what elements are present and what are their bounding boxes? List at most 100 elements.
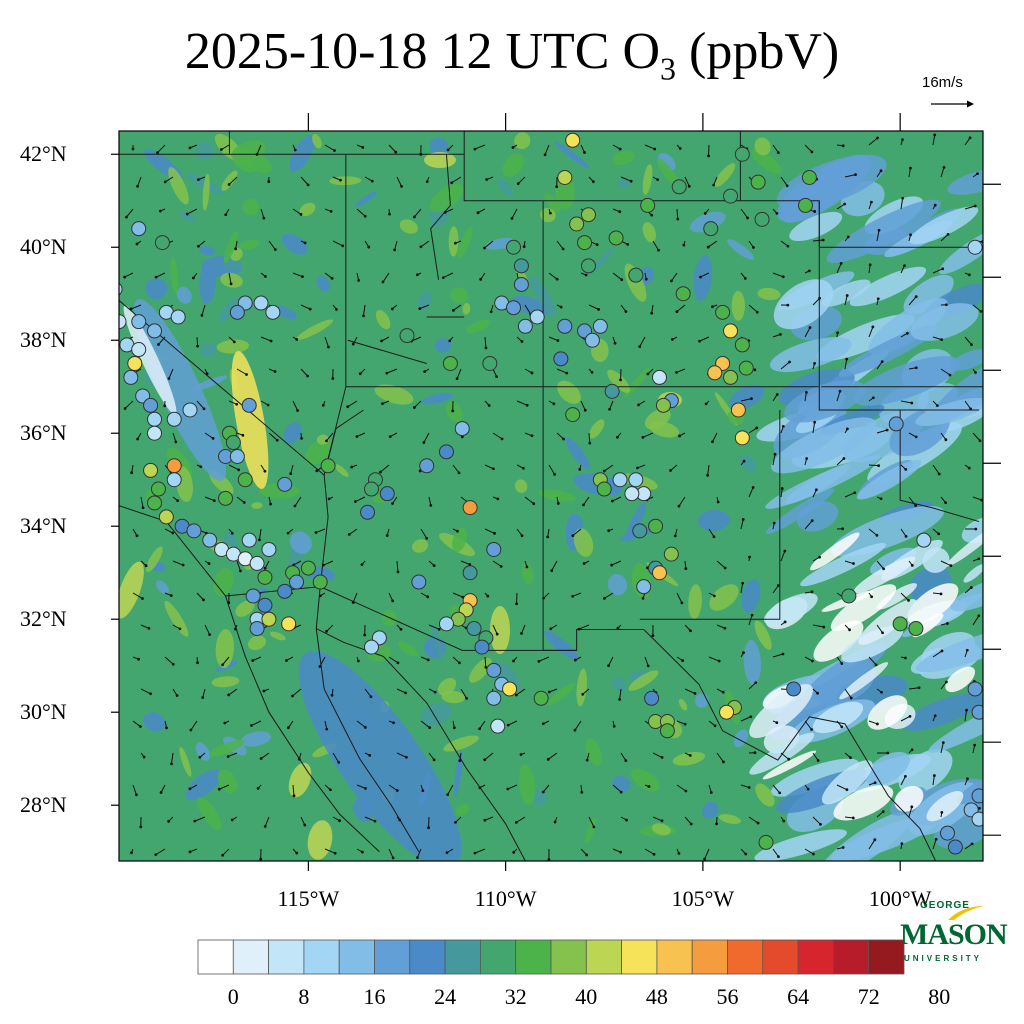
wind-arrow-head — [688, 754, 692, 757]
station-marker — [967, 681, 983, 697]
station-marker — [131, 314, 147, 330]
station-marker — [186, 523, 202, 539]
wind-arrow-head — [914, 435, 918, 439]
wind-arrow-head — [853, 491, 857, 495]
wind-arrow-head — [130, 471, 134, 475]
wind-arrow-head — [969, 407, 973, 411]
wind-arrow-head — [910, 563, 914, 567]
wind-arrow — [580, 400, 586, 411]
field-patch — [251, 502, 263, 509]
wind-arrow-head — [267, 180, 271, 183]
field-patch — [928, 693, 983, 753]
wind-arrow — [547, 752, 558, 760]
wind-arrow-head — [841, 144, 845, 148]
wind-arrow-head — [385, 371, 389, 375]
wind-arrow — [804, 720, 813, 730]
colorbar-swatch — [374, 939, 411, 975]
wind-arrow-head — [454, 820, 457, 824]
wind-arrow-head — [446, 793, 450, 797]
wind-arrow — [356, 432, 366, 437]
wind-arrow-head — [933, 714, 937, 718]
wind-arrow-head — [227, 693, 231, 697]
field-patch — [242, 198, 260, 216]
wind-arrow — [516, 688, 526, 696]
wind-arrow-head — [935, 404, 939, 407]
station-marker — [971, 811, 983, 827]
field-patch — [749, 684, 813, 738]
field-patch — [849, 266, 927, 307]
wind-arrow-head — [933, 203, 937, 207]
field-patch — [754, 620, 772, 650]
wind-arrow-head — [328, 788, 332, 792]
wind-arrow — [932, 464, 940, 475]
wind-arrow-head — [385, 534, 389, 537]
wind-arrow-head — [426, 595, 430, 599]
wind-arrow-head — [968, 136, 972, 140]
chart-title: 2025-10-18 12 UTC O3 (ppbV) — [184, 23, 840, 87]
station-marker — [557, 169, 573, 185]
wind-arrow-head — [781, 275, 785, 279]
wind-arrow — [356, 784, 366, 789]
colorbar-swatch — [868, 939, 905, 975]
field-patch — [573, 528, 594, 557]
wind-arrow-head — [819, 822, 822, 826]
wind-arrow-head — [626, 242, 630, 246]
station-marker — [300, 560, 316, 576]
wind-arrow-head — [610, 499, 614, 503]
station-marker — [513, 258, 529, 274]
wind-arrow — [812, 297, 820, 306]
wind-arrow — [260, 208, 265, 219]
wind-arrow-head — [499, 564, 503, 568]
wind-arrow — [292, 208, 302, 215]
wind-arrow — [676, 368, 686, 373]
wind-arrow — [382, 272, 390, 283]
monitoring-stations — [119, 132, 983, 855]
wind-arrow-head — [137, 657, 140, 661]
field-patch — [431, 623, 444, 663]
wind-arrow-head — [845, 788, 849, 792]
field-patch — [446, 401, 463, 423]
wind-arrow — [221, 144, 230, 150]
wind-arrow — [187, 208, 198, 215]
wind-arrow-head — [358, 372, 362, 376]
wind-arrow — [804, 327, 811, 338]
wind-arrow-head — [914, 504, 918, 507]
field-patch — [865, 751, 910, 786]
wind-arrow — [712, 432, 718, 442]
wind-arrow — [172, 560, 184, 566]
wind-arrow-head — [742, 651, 745, 655]
wind-arrow-head — [423, 370, 427, 374]
wind-arrow-head — [333, 149, 336, 152]
field-patch — [421, 392, 454, 405]
wind-arrow-head — [495, 375, 499, 379]
wind-arrow-head — [308, 307, 312, 311]
wind-arrow-head — [543, 153, 547, 157]
wind-arrow-head — [500, 437, 504, 441]
border-line — [643, 629, 937, 861]
wind-arrow-head — [390, 307, 394, 311]
station-marker — [671, 179, 687, 195]
field-patch — [771, 417, 877, 474]
station-marker — [363, 639, 379, 655]
wind-arrow-head — [125, 215, 128, 219]
station-marker — [651, 565, 667, 581]
field-patch — [770, 758, 859, 797]
wind-arrow-head — [597, 307, 601, 311]
field-patch — [858, 599, 917, 645]
station-marker — [628, 267, 644, 283]
colorbar-swatch — [338, 939, 375, 975]
wind-arrow-head — [510, 216, 514, 220]
wind-arrow-head — [937, 472, 941, 476]
station-marker — [517, 318, 533, 334]
field-patch — [299, 202, 316, 217]
station-marker — [580, 207, 596, 223]
wind-arrow-head — [468, 563, 472, 566]
wind-arrow-head — [818, 555, 821, 559]
wind-arrow-head — [904, 467, 908, 471]
wind-arrow-head — [473, 147, 477, 151]
wind-arrow — [542, 784, 550, 793]
wind-arrow-head — [234, 627, 237, 631]
wind-arrow-head — [976, 172, 979, 176]
wind-arrow — [419, 304, 430, 310]
